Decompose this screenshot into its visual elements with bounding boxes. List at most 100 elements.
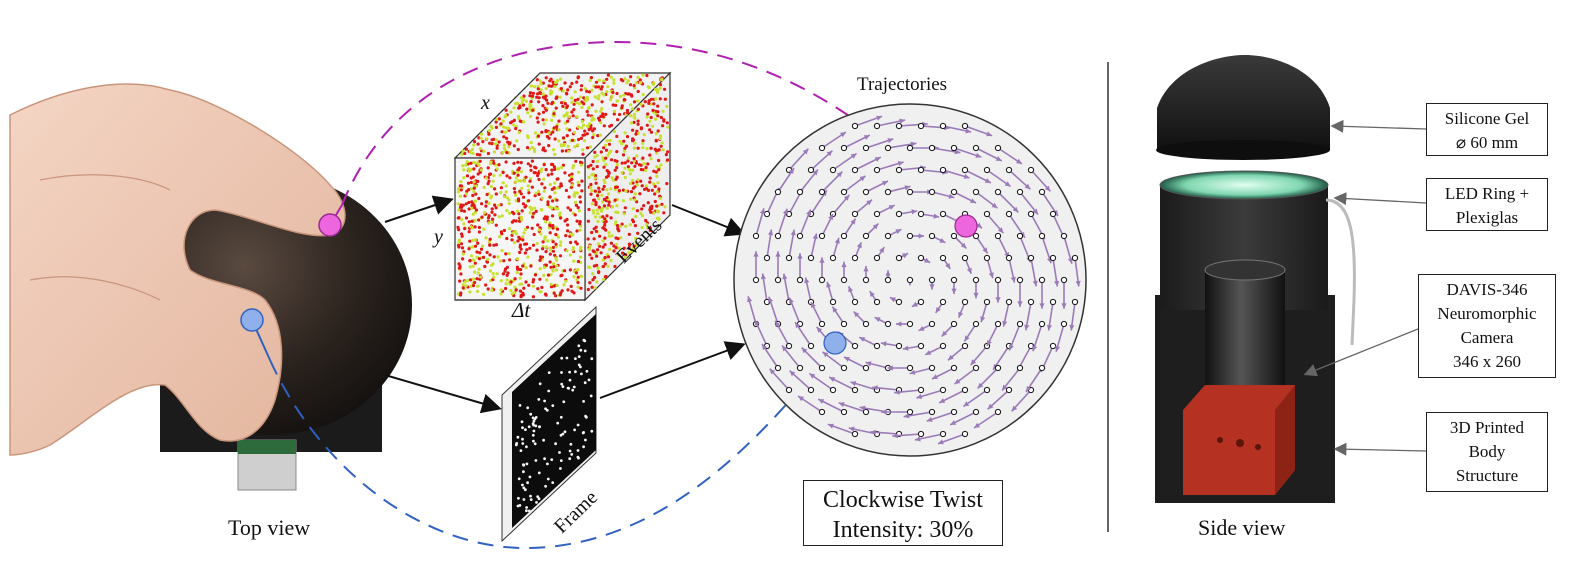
event-dot: [633, 198, 637, 202]
event-dot: [631, 137, 635, 141]
event-dot: [524, 266, 528, 270]
event-dot: [588, 145, 593, 149]
trajectory-arrowhead: [828, 214, 833, 220]
event-dot: [620, 251, 625, 255]
event-dot: [605, 206, 609, 210]
event-dot: [627, 167, 631, 171]
event-dot: [464, 284, 468, 288]
event-dot: [605, 188, 609, 192]
event-dot: [492, 255, 496, 259]
event-dot: [540, 285, 544, 289]
event-dot: [521, 202, 526, 206]
event-dot: [554, 96, 559, 100]
event-dot: [557, 128, 561, 132]
event-dot: [531, 108, 535, 112]
event-dot: [534, 209, 538, 213]
event-dot: [522, 94, 526, 98]
arrow-frame-to-trajectories: [599, 341, 746, 399]
trajectory-origin: [939, 210, 947, 218]
trajectory-arrowhead: [910, 141, 917, 147]
event-dot: [472, 186, 476, 190]
event-dot: [632, 112, 637, 116]
trajectory-origin: [906, 364, 914, 372]
event-dot: [563, 102, 567, 106]
event-dot: [594, 181, 598, 185]
event-dot: [596, 85, 601, 89]
trajectory-origin: [873, 166, 881, 174]
event-dot: [604, 163, 608, 167]
frame-marker-dot: [538, 425, 541, 429]
frame-marker-dot: [529, 498, 533, 501]
event-dot: [565, 105, 569, 109]
side-view-caption: Side view: [1198, 515, 1286, 540]
event-dot: [614, 177, 618, 181]
trajectory-origin: [928, 144, 936, 152]
event-dot: [652, 182, 656, 186]
event-dot: [568, 128, 572, 132]
event-dot: [461, 283, 465, 287]
event-dot: [553, 137, 557, 141]
event-dot: [559, 77, 563, 81]
event-dot: [642, 204, 646, 208]
event-dot: [540, 196, 544, 200]
event-dot: [529, 84, 534, 88]
trajectory-arrowhead: [782, 208, 788, 215]
event-dot: [519, 192, 523, 196]
event-dot: [614, 210, 618, 214]
event-dot: [634, 214, 638, 219]
trajectory-arrowhead: [986, 131, 993, 137]
event-dot: [623, 206, 627, 210]
event-dot: [655, 174, 659, 178]
trajectory-origin: [994, 408, 1002, 416]
event-dot: [605, 196, 609, 200]
event-dot: [528, 107, 532, 111]
event-dot: [558, 254, 563, 258]
trajectory-arrowhead: [1061, 303, 1067, 309]
event-dot: [612, 249, 616, 253]
trajectory-arrowhead: [844, 357, 850, 362]
event-dot: [486, 151, 490, 156]
trajectory-origin: [829, 298, 837, 306]
event-dot: [513, 285, 517, 289]
event-dot: [597, 186, 601, 190]
event-dot: [527, 199, 531, 203]
event-dot: [484, 283, 488, 287]
event-dot: [648, 180, 652, 184]
event-dot: [636, 146, 640, 150]
event-dot: [502, 146, 506, 150]
event-dot: [476, 172, 480, 176]
event-dot: [602, 204, 607, 208]
frame-marker-dot: [558, 451, 561, 454]
event-dot: [560, 101, 564, 105]
event-dot: [573, 98, 577, 102]
event-dot: [597, 118, 602, 122]
trajectory-arrowhead: [937, 439, 944, 445]
event-dot: [654, 132, 658, 136]
event-dot: [471, 151, 475, 155]
event-dot: [565, 217, 569, 222]
event-dot: [512, 161, 516, 165]
event-dot: [597, 205, 601, 209]
event-dot: [641, 141, 645, 145]
trajectory-arrowhead: [1055, 345, 1061, 352]
trajectory-origin: [895, 342, 903, 350]
event-dot: [467, 200, 471, 205]
trajectory-arrowhead: [1010, 276, 1016, 283]
event-dot: [469, 284, 473, 288]
trajectory-origin: [983, 166, 991, 174]
frame-marker-dot: [543, 457, 546, 461]
trajectory-arrowhead: [965, 128, 972, 134]
event-dot: [624, 253, 628, 257]
event-dot: [507, 211, 511, 215]
event-dot: [456, 187, 460, 191]
trajectory-arrowhead: [1032, 280, 1038, 287]
event-dot: [562, 114, 566, 118]
event-dot: [501, 119, 505, 123]
event-dot: [643, 100, 647, 104]
event-dot: [599, 87, 603, 91]
trajectory-arrowhead: [788, 168, 794, 174]
event-dot: [483, 264, 487, 269]
event-dot: [525, 146, 530, 150]
event-dot: [611, 90, 615, 95]
event-dot: [613, 198, 617, 202]
